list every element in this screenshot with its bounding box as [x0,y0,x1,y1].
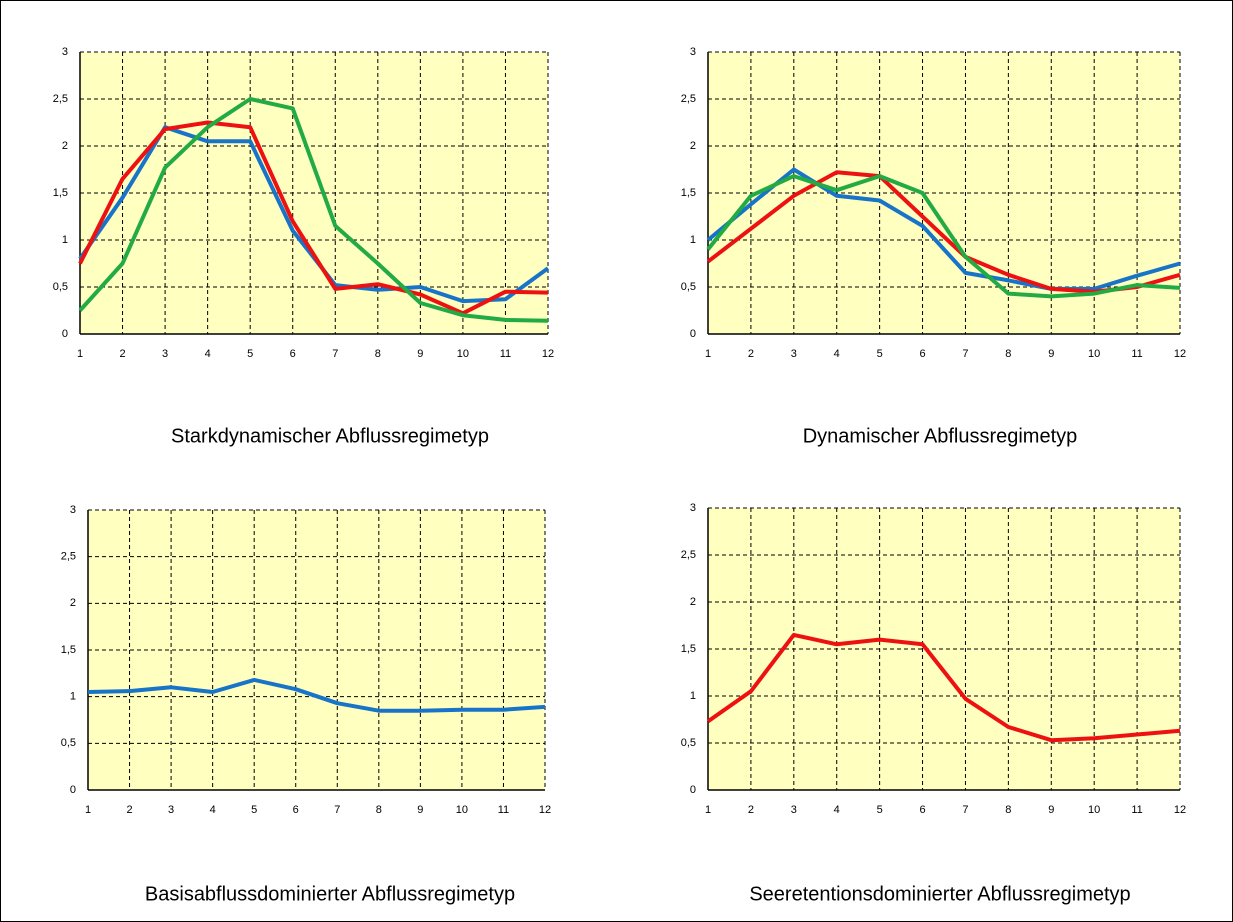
x-tick-label: 3 [168,804,174,816]
x-tick-label: 9 [417,348,423,360]
chart-title: Starkdynamischer Abflussregimetyp [171,425,489,447]
x-tick-label: 8 [1005,804,1011,816]
y-tick-label: 3 [70,504,76,516]
y-tick-label: 0 [70,784,76,796]
x-tick-label: 4 [205,348,211,360]
x-tick-label: 3 [791,804,797,816]
line [706,174,1181,299]
x-tick-label: 6 [290,348,296,360]
y-tick-label: 0 [690,784,696,796]
x-tick-label: 4 [210,804,216,816]
y-tick-label: 2,5 [61,551,76,563]
y-tick-label: 0 [62,328,68,340]
y-tick-label: 3 [62,46,68,58]
x-tick-label: 8 [1005,348,1011,360]
x-tick-label: 11 [1131,804,1142,816]
x-tick-label: 6 [919,804,925,816]
y-tick-label: 1 [70,691,76,703]
x-tick-label: 1 [705,348,711,360]
x-tick-label: 4 [834,348,840,360]
y-tick-label: 2 [690,596,696,608]
x-tick-label: 11 [1131,348,1142,360]
x-tick-label: 12 [539,804,551,816]
y-tick-label: 0,5 [61,737,76,749]
x-tick-label: 10 [1088,348,1100,360]
chart-title: Basisabflussdominierter Abflussregimetyp [145,883,515,905]
y-tick-label: 1,5 [681,643,696,655]
x-tick-label: 1 [705,804,711,816]
x-tick-label: 8 [376,804,382,816]
x-tick-label: 9 [417,804,423,816]
y-tick-label: 3 [690,502,696,514]
x-tick-label: 2 [119,348,125,360]
x-tick-label: 10 [456,804,468,816]
x-tick-label: 9 [1048,348,1054,360]
x-tick-label: 12 [1174,348,1186,360]
y-tick-label: 2 [690,140,696,152]
y-tick-label: 2,5 [53,93,68,105]
x-tick-label: 7 [962,348,968,360]
y-tick-label: 0,5 [681,281,696,293]
x-tick-label: 12 [542,348,554,360]
x-tick-label: 2 [126,804,132,816]
x-tick-label: 6 [293,804,299,816]
x-tick-label: 10 [1088,804,1100,816]
x-tick-label: 7 [962,804,968,816]
y-tick-label: 1 [690,234,696,246]
chart-title: Dynamischer Abflussregimetyp [803,425,1078,447]
x-tick-label: 4 [834,804,840,816]
y-tick-label: 0 [690,328,696,340]
x-tick-label: 3 [162,348,168,360]
x-tick-label: 5 [877,348,883,360]
x-tick-label: 5 [251,804,257,816]
x-tick-label: 6 [919,348,925,360]
y-tick-label: 1 [690,690,696,702]
x-tick-label: 9 [1048,804,1054,816]
y-tick-label: 3 [690,46,696,58]
line [78,120,549,316]
chart-title: Seeretentionsdominierter Abflussregimety… [749,883,1130,905]
x-tick-label: 7 [332,348,338,360]
y-tick-label: 2,5 [681,93,696,105]
x-tick-label: 3 [791,348,797,360]
x-tick-label: 8 [375,348,381,360]
x-tick-label: 7 [334,804,340,816]
x-tick-label: 5 [247,348,253,360]
x-tick-label: 11 [498,804,509,816]
line [706,167,1181,291]
y-tick-label: 2 [70,597,76,609]
y-tick-label: 2,5 [681,549,696,561]
y-tick-label: 1,5 [61,644,76,656]
x-tick-label: 2 [748,348,754,360]
x-tick-label: 1 [85,804,91,816]
x-tick-label: 11 [500,348,511,360]
x-tick-label: 5 [877,804,883,816]
x-tick-label: 10 [457,348,469,360]
y-tick-label: 0,5 [681,737,696,749]
y-tick-label: 1,5 [681,187,696,199]
y-tick-label: 2 [62,140,68,152]
x-tick-label: 12 [1174,804,1186,816]
x-tick-label: 2 [748,804,754,816]
y-tick-label: 1 [62,234,68,246]
line [87,677,546,713]
y-tick-label: 0,5 [53,281,68,293]
line [706,632,1181,743]
y-tick-label: 1,5 [53,187,68,199]
x-tick-label: 1 [77,348,83,360]
line [78,97,549,323]
